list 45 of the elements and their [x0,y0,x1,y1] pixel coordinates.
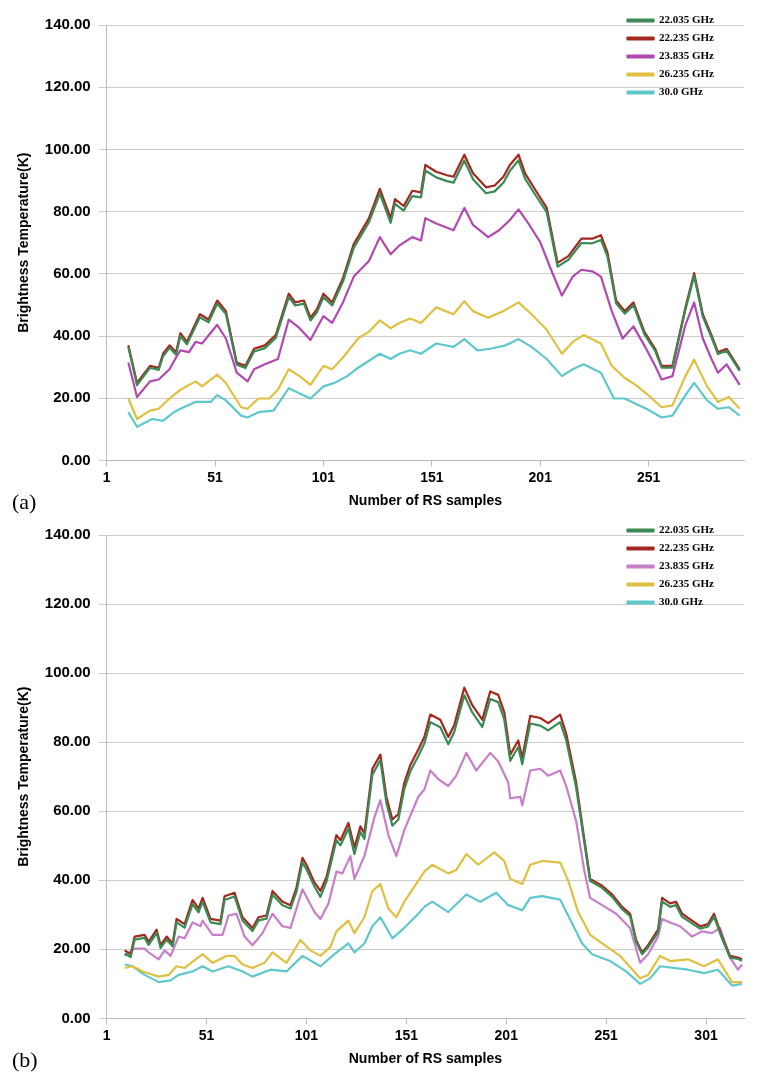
x-tick-label: 101 [311,468,336,485]
legend-label: 22.235 GHz [659,31,715,44]
y-tick-label: 0.00 [61,1008,91,1026]
y-tick-label: 0.00 [61,450,91,468]
y-tick-label: 20.00 [53,388,91,406]
y-tick-label: 100.00 [44,139,91,157]
x-tick-label: 101 [294,1026,319,1043]
legend-label: 26.235 GHz [659,67,715,80]
x-tick-label: 201 [528,468,553,485]
y-tick-label: 140.00 [44,15,91,33]
text: (b) [12,1046,38,1072]
x-tick-label: 1 [102,468,111,485]
x-axis-title: Number of RS samples [348,492,503,509]
legend-label: 23.835 GHz [659,49,715,62]
x-tick-label: 151 [394,1026,419,1043]
x-tick-label: 151 [420,468,444,485]
y-tick-label: 120.00 [44,594,91,612]
legend-label: 22.035 GHz [659,523,715,536]
y-axis-title: Brightness Temperature(K) [15,152,32,333]
x-tick-label: 301 [694,1026,718,1043]
x-tick-label: 51 [207,468,224,485]
y-tick-label: 80.00 [53,732,91,750]
legend-label: 22.235 GHz [659,541,715,554]
legend-label: 22.035 GHz [659,13,715,26]
y-tick-label: 40.00 [53,326,91,344]
legend-label: 26.235 GHz [659,577,715,590]
y-tick-label: 80.00 [53,201,91,219]
x-tick-label: 51 [198,1026,215,1043]
x-tick-label: 251 [594,1026,619,1043]
text: (a) [12,488,37,514]
x-tick-label: 201 [494,1026,519,1043]
y-tick-label: 100.00 [44,663,91,681]
y-axis-title: Brightness Temperature(K) [15,686,32,867]
y-tick-label: 120.00 [44,77,91,95]
y-tick-label: 60.00 [53,801,91,819]
x-tick-label: 251 [636,468,661,485]
legend-label: 30.0 GHz [659,85,704,98]
y-tick-label: 20.00 [53,939,91,957]
x-tick-label: 1 [102,1026,111,1043]
y-tick-label: 40.00 [53,870,91,888]
y-tick-label: 140.00 [44,525,91,543]
x-axis-title: Number of RS samples [348,1050,503,1067]
legend-label: 30.0 GHz [659,595,704,608]
y-tick-label: 60.00 [53,263,91,281]
legend-label: 23.835 GHz [659,559,715,572]
